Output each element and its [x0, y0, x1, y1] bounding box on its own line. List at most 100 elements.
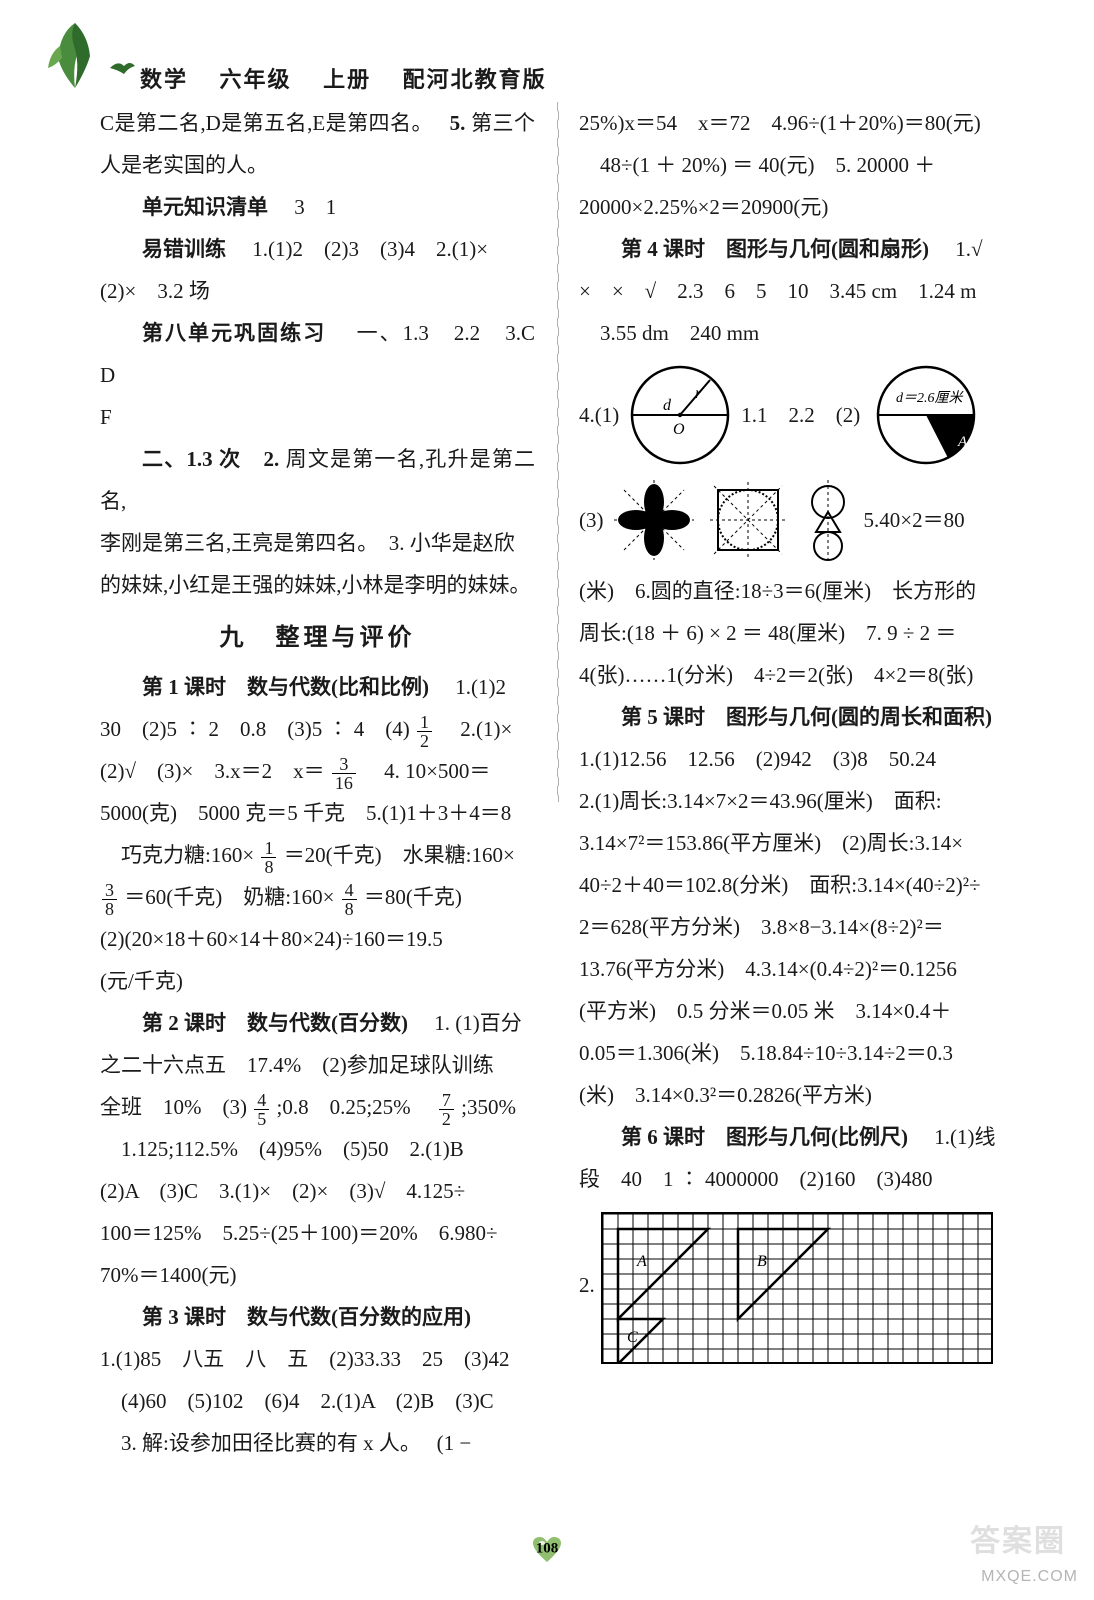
text-line: 第八单元巩固练习 一、1.3 2.2 3.C D [100, 312, 535, 396]
circle-diagram-1: r d O [625, 360, 735, 470]
grid-triangles-diagram: A B C [601, 1212, 993, 1364]
text-line: 20000×2.25%×2＝20900(元) [579, 186, 1014, 228]
text-line: 第 1 课时 数与代数(比和比例) 1.(1)2 [100, 666, 535, 708]
denominator: 2 [439, 1110, 454, 1128]
page-header: 数学 六年级 上册 配河北教育版 [140, 62, 547, 94]
text-line: 单元知识清单 3 1 [100, 186, 535, 228]
text-line: 第 2 课时 数与代数(百分数) 1. (1)百分 [100, 1002, 535, 1044]
text: 4. 10×500＝ [384, 759, 490, 783]
text-line: (4)60 (5)102 (6)4 2.(1)A (2)B (3)C [100, 1380, 535, 1422]
text-line: C是第二名,D是第五名,E是第四名。 5. 第三个人是老实国的人。 [100, 102, 535, 186]
page-number-ornament: 108 [532, 1536, 562, 1564]
text: ＝80(千克) [364, 885, 462, 909]
text: ＝60(千克) 奶糖:160× [124, 885, 334, 909]
text-line: (米) 6.圆的直径:18÷3＝6(厘米) 长方形的 [579, 570, 1014, 612]
text-line: (元/千克) [100, 960, 535, 1002]
text: 巧克力糖:160× [100, 843, 254, 867]
header-edition: 配河北教育版 [403, 67, 547, 92]
text-line: 李刚是第三名,王亮是第四名。 3. 小华是赵欣 [100, 522, 535, 564]
text-line: 全班 10% (3) 45 ;0.8 0.25;25% 72 ;350% [100, 1086, 535, 1128]
text: 第 5 课时 图形与几何(圆的周长和面积) [621, 705, 992, 729]
text: 3 1 [294, 195, 336, 219]
text: 5. [450, 111, 466, 135]
denominator: 8 [102, 900, 117, 918]
text-line: 5000(克) 5000 克＝5 千克 5.(1)1＋3＋4＝8 [100, 792, 535, 834]
text: 第 1 课时 数与代数(比和比例) [142, 675, 429, 699]
text-line: 1.(1)12.56 12.56 (2)942 (3)8 50.24 [579, 738, 1014, 780]
numerator: 4 [342, 881, 357, 900]
svg-text:C: C [627, 1329, 638, 1346]
text-line: 2.(1)周长:3.14×7×2＝43.96(厘米) 面积: [579, 780, 1014, 822]
text: 1. (1)百分 [434, 1011, 522, 1035]
text: 第 4 课时 图形与几何(圆和扇形) [621, 237, 929, 261]
text: 1.(1)线 [934, 1125, 995, 1149]
text: 第 3 课时 数与代数(百分数的应用) [142, 1305, 471, 1329]
denominator: 8 [261, 858, 276, 876]
svg-text:A: A [957, 434, 968, 450]
denominator: 16 [332, 774, 356, 792]
text: (2)√ (3)× 3.x＝2 x＝ [100, 759, 325, 783]
fig-mid-text: 1.1 2.2 (2) [741, 394, 860, 436]
text-line: 二、1.3 次 2. 周文是第一名,孔升是第二名, [100, 438, 535, 522]
numerator: 1 [261, 839, 276, 858]
text-line: 段 40 1 ∶ 4000000 (2)160 (3)480 [579, 1158, 1014, 1200]
text-line: 1.(1)85 八五 八 五 (2)33.33 25 (3)42 [100, 1338, 535, 1380]
text-line: 3.55 dm 240 mm [579, 312, 1014, 354]
text-line: 48÷(1 ＋ 20%) ＝ 40(元) 5. 20000 ＋ [579, 144, 1014, 186]
fig-label: 2. [579, 1264, 595, 1306]
symmetry-figure8-icon [798, 476, 858, 564]
column-divider [557, 102, 559, 802]
fraction: 38 [102, 881, 117, 918]
text-line: 13.76(平方分米) 4.3.14×(0.4÷2)²＝0.1256 [579, 948, 1014, 990]
numerator: 4 [254, 1091, 269, 1110]
text-line: (2)√ (3)× 3.x＝2 x＝ 316 4. 10×500＝ [100, 750, 535, 792]
header-subject: 数学 [140, 67, 188, 92]
svg-text:r: r [695, 385, 702, 402]
fraction: 12 [417, 713, 432, 750]
text-line: (2)× 3.2 场 [100, 270, 535, 312]
svg-text:d: d [663, 397, 672, 414]
text: 第 2 课时 数与代数(百分数) [142, 1011, 408, 1035]
fig-label: 4.(1) [579, 394, 619, 436]
text-line: 之二十六点五 17.4% (2)参加足球队训练 [100, 1044, 535, 1086]
text-line: 第 5 课时 图形与几何(圆的周长和面积) [579, 696, 1014, 738]
text-line: 易错训练 1.(1)2 (2)3 (3)4 2.(1)× [100, 228, 535, 270]
fraction: 18 [261, 839, 276, 876]
text-line: 第 4 课时 图形与几何(圆和扇形) 1.√ [579, 228, 1014, 270]
text: 1.√ [955, 237, 982, 261]
figure-2-grid-row: 2. A B C [579, 1206, 1014, 1364]
symmetry-square-icon [704, 476, 792, 564]
figure-4-row: 4.(1) r d O 1.1 2.2 (2) d＝2.6厘米 A [579, 360, 1014, 470]
watermark-site: MXQE.COM [981, 1568, 1078, 1586]
text-line: (米) 3.14×0.3²＝0.2826(平方米) [579, 1074, 1014, 1116]
fraction: 48 [342, 881, 357, 918]
denominator: 5 [254, 1110, 269, 1128]
text: (1 − [437, 1431, 472, 1455]
text: 全班 10% (3) [100, 1095, 247, 1119]
text-line: 4(张)……1(分米) 4÷2＝2(张) 4×2＝8(张) [579, 654, 1014, 696]
section-title: 九 整理与评价 [100, 614, 535, 662]
text-line: 2＝628(平方分米) 3.8×8−3.14×(8÷2)²＝ [579, 906, 1014, 948]
page-number: 108 [536, 1540, 559, 1557]
text-line: 第 6 课时 图形与几何(比例尺) 1.(1)线 [579, 1116, 1014, 1158]
text: ;350% [461, 1095, 516, 1119]
text: 第八单元巩固练习 [142, 321, 326, 345]
header-volume: 上册 [323, 67, 371, 92]
numerator: 3 [332, 755, 356, 774]
text-line: 3. 解:设参加田径比赛的有 x 人。 (1 − [100, 1422, 535, 1464]
text-line: 的妹妹,小红是王强的妹妹,小林是李明的妹妹。 [100, 564, 535, 606]
fraction: 45 [254, 1091, 269, 1128]
numerator: 3 [102, 881, 117, 900]
watermark-brand: 答案圈 [970, 1516, 1066, 1560]
text: 易错训练 [142, 237, 226, 261]
svg-text:A: A [636, 1253, 647, 1270]
text: 单元知识清单 [142, 195, 268, 219]
text-line: 38 ＝60(千克) 奶糖:160× 48 ＝80(千克) [100, 876, 535, 918]
fig-label: (3) [579, 499, 604, 541]
figure-3-row: (3) [579, 476, 1014, 564]
header-grade: 六年级 [220, 67, 292, 92]
text: 二、1.3 次 2. [142, 447, 279, 471]
symmetry-flower-icon [610, 476, 698, 564]
page-container: 数学 六年级 上册 配河北教育版 C是第二名,D是第五名,E是第四名。 5. 第… [0, 0, 1094, 1600]
text: ＝20(千克) 水果糖:160× [284, 843, 515, 867]
